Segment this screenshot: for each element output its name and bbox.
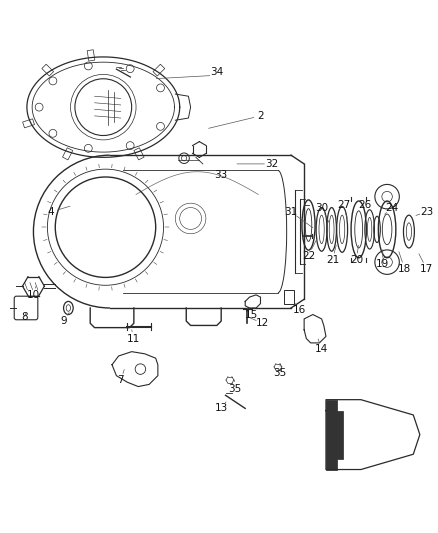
Text: 19: 19 xyxy=(376,260,389,269)
Text: 14: 14 xyxy=(315,344,328,354)
Text: 18: 18 xyxy=(398,264,411,273)
Bar xyxy=(42,64,53,76)
Text: 10: 10 xyxy=(27,290,40,300)
Text: 16: 16 xyxy=(293,305,307,315)
Text: 30: 30 xyxy=(315,203,328,213)
Text: 26: 26 xyxy=(359,200,372,211)
Bar xyxy=(87,50,95,61)
Text: 17: 17 xyxy=(420,264,433,273)
Text: 33: 33 xyxy=(215,170,228,180)
Text: 21: 21 xyxy=(326,255,339,265)
Bar xyxy=(23,119,35,128)
Bar xyxy=(153,64,165,76)
Text: 35: 35 xyxy=(228,384,241,394)
Text: 31: 31 xyxy=(284,207,298,217)
Text: 15: 15 xyxy=(245,310,258,319)
Text: 13: 13 xyxy=(215,403,228,414)
Text: 23: 23 xyxy=(420,207,433,217)
Text: 11: 11 xyxy=(127,334,141,344)
Text: 27: 27 xyxy=(337,200,350,211)
Text: 8: 8 xyxy=(21,312,28,322)
Text: 24: 24 xyxy=(385,203,398,213)
Text: 32: 32 xyxy=(265,159,278,169)
Text: 9: 9 xyxy=(61,316,67,326)
Bar xyxy=(285,289,294,304)
Text: 7: 7 xyxy=(117,375,124,385)
Text: 20: 20 xyxy=(350,255,363,265)
Text: 12: 12 xyxy=(256,318,269,328)
Text: 22: 22 xyxy=(302,251,315,261)
Text: 34: 34 xyxy=(210,67,223,77)
Bar xyxy=(134,148,144,160)
Text: 2: 2 xyxy=(257,111,264,121)
Text: 35: 35 xyxy=(273,368,287,378)
Polygon shape xyxy=(326,400,343,470)
Text: 4: 4 xyxy=(48,207,54,217)
Bar xyxy=(63,148,73,160)
